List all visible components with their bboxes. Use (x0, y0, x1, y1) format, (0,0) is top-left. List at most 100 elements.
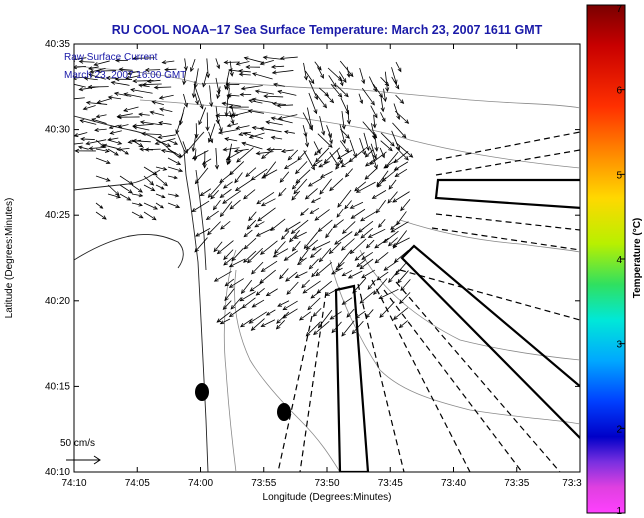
current-vector (378, 218, 386, 228)
current-vector (182, 141, 189, 154)
current-vector (216, 240, 234, 255)
current-vector (353, 227, 365, 237)
current-vector (234, 172, 243, 184)
current-vector (143, 202, 159, 210)
current-vector (391, 76, 400, 90)
current-vector (301, 279, 310, 289)
current-vector (243, 250, 257, 263)
current-vector (245, 64, 261, 70)
current-vector (312, 307, 322, 317)
current-vector (344, 200, 352, 210)
surface-current-vectors (74, 55, 414, 337)
current-vector (127, 70, 139, 76)
current-vector (367, 228, 386, 238)
current-vector (347, 270, 363, 279)
current-vector (307, 297, 321, 311)
current-vector (313, 321, 330, 336)
current-vector (82, 105, 96, 111)
radial-dash (435, 131, 580, 161)
current-vector (248, 132, 265, 139)
radial-dash (395, 281, 561, 472)
current-vector (228, 258, 245, 268)
current-vector (202, 151, 207, 169)
current-vector (303, 62, 308, 81)
current-vector (354, 181, 367, 192)
current-vector (138, 83, 150, 88)
y-tick-label: 40:30 (45, 125, 70, 136)
current-vector (257, 207, 276, 222)
current-vector (213, 241, 223, 253)
current-vector (399, 292, 411, 305)
current-vector (175, 112, 184, 135)
current-vector (390, 221, 409, 233)
current-vector (130, 88, 153, 94)
current-vector (302, 280, 321, 294)
current-vector (290, 219, 309, 234)
current-vector (191, 200, 210, 213)
current-vector (245, 167, 257, 178)
current-vector (307, 177, 323, 187)
current-vector (227, 148, 232, 165)
current-vector (341, 297, 353, 305)
current-vector (265, 288, 278, 297)
current-vector (359, 258, 374, 270)
sampling-polygon-southeast (400, 244, 580, 440)
current-vector (155, 184, 165, 190)
current-vector (283, 160, 298, 170)
current-vector (91, 118, 107, 124)
current-vector (314, 147, 323, 156)
y-axis-ticks: 40:35 40:30 40:25 40:20 40:15 40:10 (45, 39, 580, 478)
current-vector (361, 251, 374, 260)
current-vector (356, 259, 366, 268)
current-vector (383, 230, 399, 244)
current-vector (272, 101, 286, 106)
current-vector (361, 87, 375, 106)
x-tick-label: 74:00 (188, 478, 213, 489)
current-vector (277, 114, 298, 121)
current-vector (308, 92, 318, 115)
current-vector (312, 159, 323, 167)
current-vector (363, 132, 370, 151)
current-vector (276, 103, 294, 108)
current-vector (341, 111, 346, 130)
current-vector (251, 261, 264, 275)
current-vector (119, 193, 132, 201)
current-vector (360, 227, 374, 239)
current-vector (240, 85, 263, 91)
current-vector (265, 309, 276, 316)
current-vector (373, 278, 388, 296)
current-vector (380, 140, 393, 152)
current-vector (224, 96, 229, 117)
current-vector (371, 190, 387, 199)
current-vector (400, 199, 411, 212)
current-vector (74, 75, 85, 81)
current-vector (228, 278, 244, 288)
current-vector (359, 137, 367, 156)
current-vector (207, 123, 216, 143)
y-tick-label: 40:10 (45, 467, 70, 478)
current-vector (395, 61, 402, 73)
current-vector (341, 221, 356, 235)
current-vector (119, 175, 134, 185)
current-vector (167, 193, 180, 198)
current-vector (293, 178, 308, 195)
current-vector (233, 148, 249, 153)
current-vector (328, 75, 337, 88)
current-vector (132, 78, 154, 84)
sampling-polygon-south (334, 284, 370, 472)
current-vector (380, 112, 386, 123)
current-vector (243, 229, 253, 238)
current-vector (265, 120, 283, 126)
current-vector (393, 150, 409, 164)
current-vector (318, 247, 332, 263)
current-vector (123, 106, 139, 112)
current-vector (95, 157, 111, 165)
current-vector (239, 291, 256, 302)
current-vector (309, 248, 322, 259)
current-vector (279, 56, 298, 61)
current-vector (143, 211, 157, 221)
current-vector (96, 98, 111, 104)
current-vector (392, 307, 409, 320)
current-vector (248, 311, 267, 324)
current-vector (260, 198, 276, 207)
